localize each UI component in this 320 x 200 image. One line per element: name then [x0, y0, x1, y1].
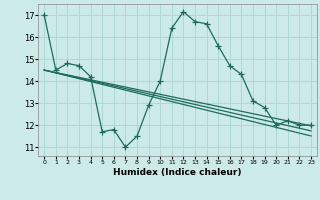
X-axis label: Humidex (Indice chaleur): Humidex (Indice chaleur): [113, 168, 242, 177]
